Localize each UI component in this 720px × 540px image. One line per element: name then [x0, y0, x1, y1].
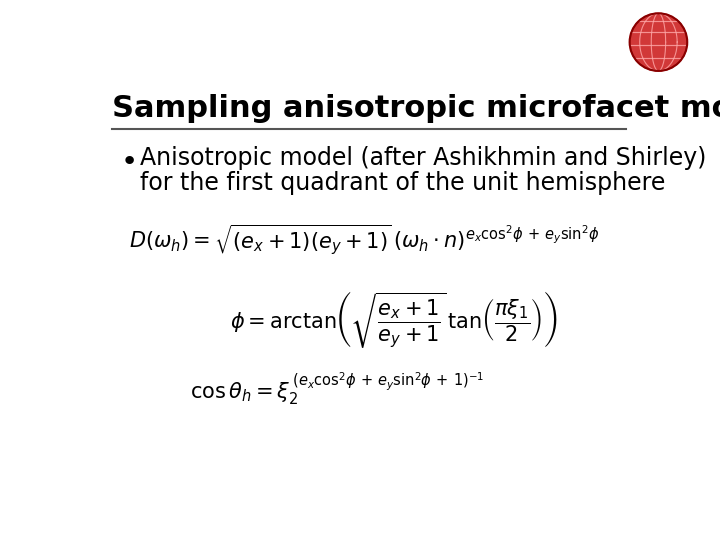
Text: $\phi = \arctan\!\left(\sqrt{\dfrac{e_x+1}{e_y+1}}\,\tan\!\left(\dfrac{\pi\xi_1}: $\phi = \arctan\!\left(\sqrt{\dfrac{e_x+… [230, 289, 557, 350]
Text: for the first quadrant of the unit hemisphere: for the first quadrant of the unit hemis… [140, 171, 665, 195]
Text: $D(\omega_h) = \sqrt{(e_x+1)(e_y+1)}\,(\omega_h \cdot n)^{e_x\cos^2\!\phi\,+\,e_: $D(\omega_h) = \sqrt{(e_x+1)(e_y+1)}\,(\… [129, 223, 599, 258]
Circle shape [630, 14, 687, 71]
Text: Anisotropic model (after Ashikhmin and Shirley): Anisotropic model (after Ashikhmin and S… [140, 146, 706, 170]
Text: Sampling anisotropic microfacet model: Sampling anisotropic microfacet model [112, 94, 720, 123]
Text: •: • [121, 148, 138, 176]
Text: $\cos\theta_h = \xi_2^{\,(e_x\cos^2\!\phi\,+\,e_y\sin^2\!\phi\,+\,1)^{-1}}$: $\cos\theta_h = \xi_2^{\,(e_x\cos^2\!\ph… [190, 370, 485, 407]
